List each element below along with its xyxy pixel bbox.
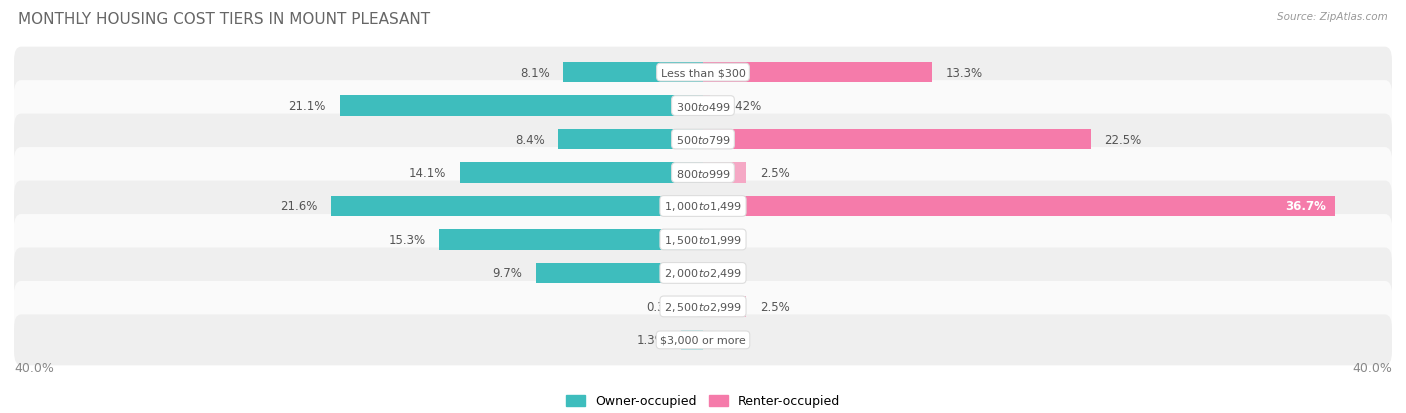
Text: Source: ZipAtlas.com: Source: ZipAtlas.com (1277, 12, 1388, 22)
Text: 13.3%: 13.3% (946, 66, 983, 79)
FancyBboxPatch shape (14, 315, 1392, 366)
Text: 2.5%: 2.5% (759, 166, 790, 180)
Text: 0.0%: 0.0% (717, 267, 747, 280)
Bar (440, 230, 703, 250)
Text: $3,000 or more: $3,000 or more (661, 335, 745, 345)
Text: 21.6%: 21.6% (280, 200, 318, 213)
Bar (703, 296, 747, 317)
FancyBboxPatch shape (14, 214, 1392, 265)
Bar (564, 63, 703, 83)
Text: 0.0%: 0.0% (717, 233, 747, 247)
Text: 2.5%: 2.5% (759, 300, 790, 313)
Bar (697, 296, 703, 317)
Bar (703, 96, 710, 117)
FancyBboxPatch shape (14, 47, 1392, 98)
Text: $2,000 to $2,499: $2,000 to $2,499 (664, 267, 742, 280)
Bar (681, 330, 703, 350)
Text: 15.3%: 15.3% (388, 233, 426, 247)
FancyBboxPatch shape (14, 281, 1392, 332)
FancyBboxPatch shape (14, 181, 1392, 232)
Text: 36.7%: 36.7% (1285, 200, 1326, 213)
Text: 9.7%: 9.7% (492, 267, 522, 280)
Text: $1,500 to $1,999: $1,500 to $1,999 (664, 233, 742, 247)
Bar (558, 129, 703, 150)
FancyBboxPatch shape (14, 148, 1392, 199)
Text: 40.0%: 40.0% (14, 361, 53, 374)
Text: 1.3%: 1.3% (637, 334, 666, 347)
Text: $2,500 to $2,999: $2,500 to $2,999 (664, 300, 742, 313)
Bar (340, 96, 703, 117)
Text: 22.5%: 22.5% (1104, 133, 1142, 146)
Bar (703, 129, 1091, 150)
Text: MONTHLY HOUSING COST TIERS IN MOUNT PLEASANT: MONTHLY HOUSING COST TIERS IN MOUNT PLEA… (18, 12, 430, 27)
Text: 40.0%: 40.0% (1353, 361, 1392, 374)
Bar (460, 163, 703, 183)
Text: $1,000 to $1,499: $1,000 to $1,499 (664, 200, 742, 213)
Bar (330, 196, 703, 217)
Text: Less than $300: Less than $300 (661, 68, 745, 78)
Text: 14.1%: 14.1% (409, 166, 446, 180)
Text: $500 to $799: $500 to $799 (675, 134, 731, 146)
FancyBboxPatch shape (14, 114, 1392, 165)
Legend: Owner-occupied, Renter-occupied: Owner-occupied, Renter-occupied (567, 394, 839, 408)
Text: 0.34%: 0.34% (647, 300, 683, 313)
Text: 0.42%: 0.42% (724, 100, 761, 113)
Text: 8.4%: 8.4% (515, 133, 544, 146)
Text: $300 to $499: $300 to $499 (675, 100, 731, 112)
FancyBboxPatch shape (14, 81, 1392, 132)
Text: $800 to $999: $800 to $999 (675, 167, 731, 179)
Bar (703, 163, 747, 183)
Text: 0.0%: 0.0% (717, 334, 747, 347)
Text: 21.1%: 21.1% (288, 100, 326, 113)
Bar (536, 263, 703, 284)
Bar (703, 63, 932, 83)
FancyBboxPatch shape (14, 248, 1392, 299)
Text: 8.1%: 8.1% (520, 66, 550, 79)
Bar (703, 196, 1336, 217)
